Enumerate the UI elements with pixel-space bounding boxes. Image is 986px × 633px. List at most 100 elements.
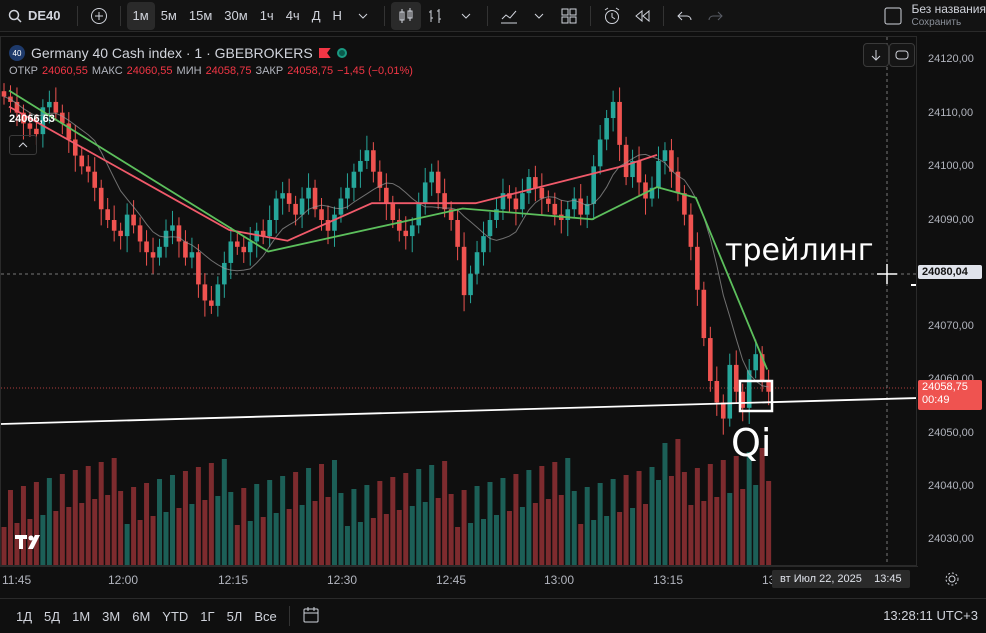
candle-body [293,203,298,215]
candle-body [306,187,311,199]
volume-bar [312,501,318,565]
interval-30m[interactable]: 30м [224,8,248,23]
volume-bar [390,477,396,565]
zigzag-green-line [8,89,769,370]
volume-bar [442,461,448,565]
interval-dropdown[interactable] [348,2,378,30]
volume-bar [694,468,700,565]
volume-bar [662,443,668,565]
interval-5m[interactable]: 5м [160,8,177,23]
price-label: 24100,00 [928,160,974,172]
candle-body [105,209,110,220]
range-5y[interactable]: 5Л [226,608,243,624]
price-axis[interactable]: 24120,00 24110,00 24100,00 24090,00 2407… [918,36,986,566]
candle-body [494,209,499,220]
range-6m[interactable]: 6М [132,608,151,624]
alert-button[interactable] [597,2,627,30]
save-label: Сохранить [911,17,962,28]
interval-15m[interactable]: 15м [188,8,213,23]
price-label: 24040,00 [928,480,974,492]
volume-bar [493,515,499,565]
candle-body [72,139,78,156]
change-value: −1,45 (−0,01%) [337,65,413,77]
volume-bar [416,469,422,565]
save-layout[interactable]: Без названия Сохранить [883,0,986,32]
volume-bar [487,482,493,565]
interval-week[interactable]: Н [332,8,342,23]
interval-1h[interactable]: 1ч [259,8,274,23]
volume-bar [370,518,376,565]
candle-body [280,193,285,199]
volume-bar [558,495,564,565]
volume-bar [733,456,739,565]
goto-date-button[interactable] [302,606,320,627]
candle-body [319,209,324,220]
market-status-icon[interactable] [336,48,347,58]
candle-body [617,101,622,145]
candle-body [176,225,182,242]
candle-body [85,166,91,172]
candle-body [656,160,661,188]
candle-body [759,354,765,381]
range-1d[interactable]: 1Д [16,608,33,624]
indicators-menu-button[interactable] [494,2,524,30]
symbol-label: DE40 [28,8,61,23]
interval-day[interactable]: Д [311,8,321,23]
range-all[interactable]: Все [254,608,277,624]
volume-bar [202,500,208,565]
candle-body [740,391,746,408]
legend-title[interactable]: Germany 40 Cash index · 1 · GBEBROKERS [31,45,313,61]
indicators-button[interactable] [421,2,451,30]
volume-bar [597,483,603,565]
volume-bar [364,485,370,565]
volume-bar [280,476,286,565]
price-chart[interactable] [1,37,917,566]
range-ytd[interactable]: YTD [162,608,189,624]
range-3m[interactable]: 3М [102,608,121,624]
candle-body [345,187,350,199]
axis-settings-button[interactable] [944,571,960,590]
flag-icon[interactable] [318,48,331,58]
clock-timezone[interactable]: 13:28:11 UTC+3 [883,608,978,623]
compare-add-button[interactable] [84,2,114,30]
volume-bar [655,480,661,565]
range-1m[interactable]: 1М [72,608,91,624]
range-1y[interactable]: 1Г [200,608,215,624]
symbol-search[interactable]: DE40 [0,8,71,23]
chart-line-icon [500,10,517,23]
volume-bar [1,527,7,565]
replay-button[interactable] [627,2,657,30]
time-axis[interactable]: 11:45 12:00 12:15 12:30 12:45 13:00 13:1… [0,566,918,592]
redo-button[interactable] [700,2,730,30]
interval-4h[interactable]: 4ч [285,8,300,23]
chart-type-dropdown[interactable] [451,2,481,30]
divider [119,5,121,26]
volume-bar [92,499,98,565]
maximize-button[interactable] [889,43,915,67]
candle-body [396,220,402,231]
candle-body [222,262,227,285]
range-5d[interactable]: 5Д [44,608,61,624]
chart-pane[interactable]: 40 Germany 40 Cash index · 1 · GBEBROKER… [0,36,917,566]
bar-countdown: 00:49 [922,394,950,406]
candle-body [682,193,687,215]
undo-button[interactable] [670,2,700,30]
collapse-legend-button[interactable] [9,135,37,155]
price-label: 24090,00 [928,214,974,226]
indicators-dropdown[interactable] [524,2,554,30]
templates-button[interactable] [554,2,584,30]
open-label: ОТКР [9,65,39,77]
scroll-down-button[interactable] [863,43,889,67]
candles-type-button[interactable] [390,1,421,30]
candle-body [209,300,214,306]
candle-body [727,364,733,419]
interval-1m[interactable]: 1м [126,1,155,30]
candle-body [403,230,409,237]
volume-bar [325,497,331,565]
qi-marker-box [738,379,774,413]
candle-body [111,220,117,231]
candle-body [124,214,130,237]
volume-bar [59,474,65,565]
candle-body [701,289,707,339]
candle-body [636,160,642,183]
